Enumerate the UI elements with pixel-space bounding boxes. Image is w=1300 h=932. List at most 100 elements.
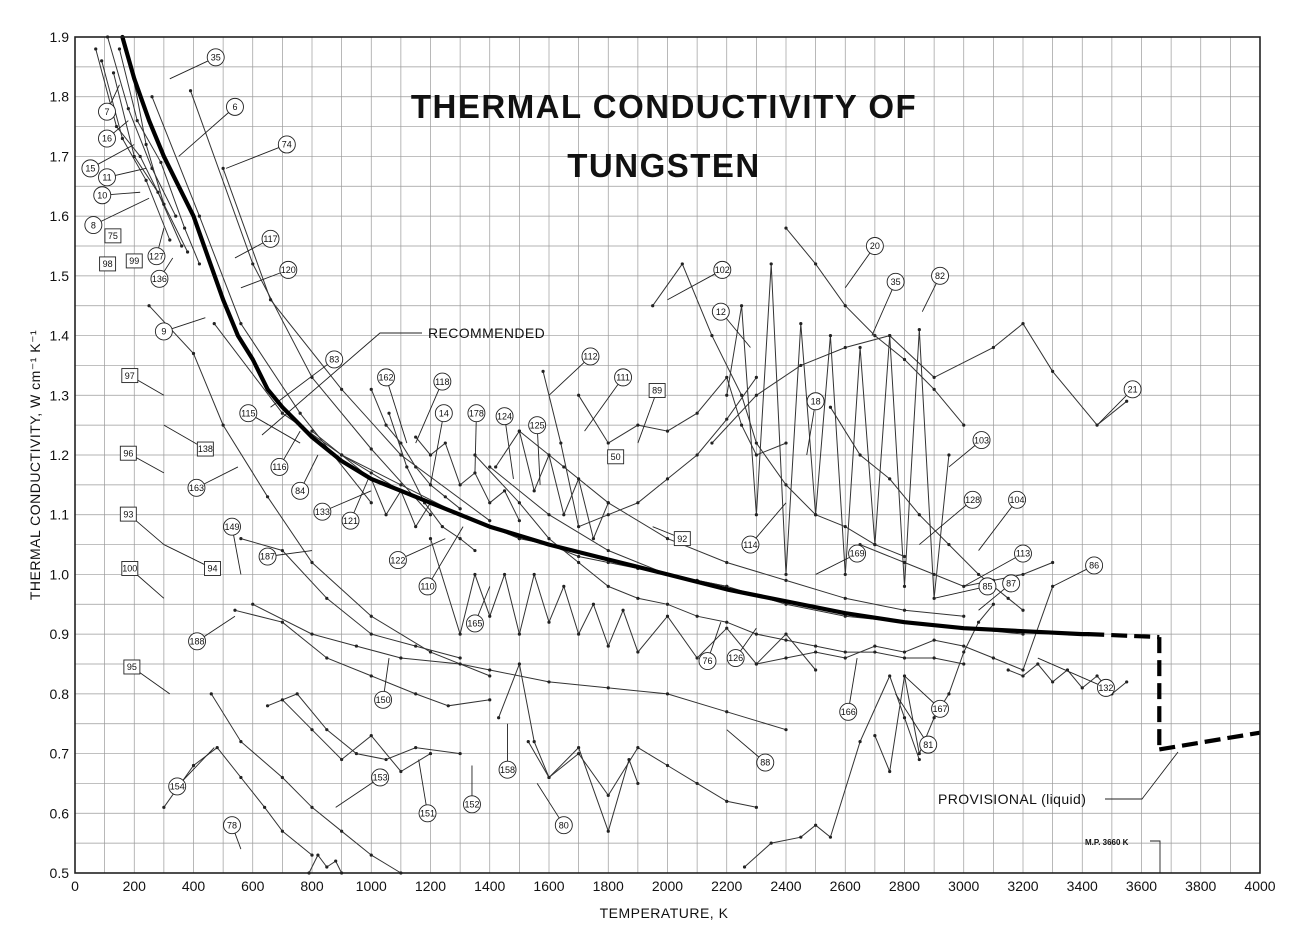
data-point bbox=[428, 751, 433, 756]
data-set-circle bbox=[1085, 556, 1104, 575]
data-point bbox=[369, 632, 373, 636]
label-leader bbox=[963, 557, 1016, 587]
data-set-label: 187 bbox=[260, 552, 275, 562]
data-point bbox=[1095, 674, 1099, 678]
data-point bbox=[873, 333, 877, 338]
data-point bbox=[991, 602, 995, 606]
data-set-circle bbox=[978, 577, 997, 596]
data-set-label: 20 bbox=[870, 241, 880, 251]
label-leader bbox=[815, 556, 850, 575]
data-set-circle bbox=[848, 544, 867, 563]
data-point bbox=[340, 387, 344, 391]
data-set-label: 82 bbox=[935, 271, 945, 281]
data-point bbox=[858, 740, 862, 744]
x-tick-label: 3000 bbox=[948, 878, 979, 894]
data-point bbox=[621, 608, 625, 612]
label-leader bbox=[755, 502, 787, 539]
data-point bbox=[665, 614, 670, 618]
data-set-circle bbox=[239, 404, 258, 423]
data-point bbox=[725, 375, 729, 379]
data-point bbox=[814, 823, 818, 827]
x-tick-label: 0 bbox=[71, 878, 79, 894]
data-point bbox=[962, 662, 966, 666]
data-point bbox=[265, 495, 270, 499]
data-point bbox=[458, 507, 462, 511]
data-point bbox=[843, 572, 847, 577]
data-point bbox=[1051, 584, 1055, 588]
data-set-circle bbox=[187, 478, 206, 497]
label-leader bbox=[431, 526, 464, 580]
y-axis-label: THERMAL CONDUCTIVITY, W cm⁻¹ K⁻¹ bbox=[27, 330, 43, 600]
data-point bbox=[354, 644, 359, 648]
data-point bbox=[414, 644, 418, 648]
data-set-label: 12 bbox=[716, 307, 726, 317]
label-leader bbox=[584, 384, 619, 432]
data-point bbox=[126, 107, 130, 111]
label-leader bbox=[405, 538, 446, 557]
data-point bbox=[932, 375, 936, 379]
data-point bbox=[932, 638, 936, 642]
y-tick-label: 1.2 bbox=[50, 447, 70, 463]
label-leader bbox=[163, 257, 174, 272]
label-leader bbox=[537, 433, 541, 485]
data-point bbox=[502, 572, 507, 577]
label-leader bbox=[203, 615, 236, 637]
data-set-circle bbox=[154, 322, 173, 341]
label-leader bbox=[110, 84, 120, 105]
label-leader bbox=[844, 252, 871, 289]
x-tick-label: 1000 bbox=[356, 878, 387, 894]
data-point bbox=[174, 214, 178, 218]
y-tick-label: 0.9 bbox=[50, 626, 70, 642]
label-leader bbox=[806, 409, 815, 456]
data-point bbox=[814, 668, 818, 672]
data-series-line bbox=[527, 741, 639, 833]
data-point bbox=[384, 423, 388, 427]
data-set-label: 121 bbox=[343, 516, 358, 526]
data-point bbox=[902, 357, 907, 362]
data-point bbox=[636, 781, 640, 786]
data-point bbox=[577, 525, 581, 529]
data-set-label: 50 bbox=[611, 452, 621, 462]
y-tick-label: 0.5 bbox=[50, 865, 70, 881]
data-point bbox=[742, 865, 747, 869]
data-point bbox=[414, 746, 418, 750]
data-set-box bbox=[123, 659, 141, 675]
label-leader bbox=[234, 242, 264, 259]
data-point bbox=[369, 674, 373, 678]
data-point bbox=[725, 417, 729, 421]
data-point bbox=[784, 728, 788, 732]
data-set-label: 98 bbox=[103, 259, 113, 269]
data-set-label: 112 bbox=[583, 352, 597, 362]
data-set-label: 118 bbox=[435, 377, 449, 387]
data-point bbox=[138, 154, 142, 159]
data-point bbox=[120, 136, 124, 141]
data-point bbox=[488, 614, 492, 618]
data-point bbox=[94, 47, 98, 51]
data-point bbox=[502, 489, 507, 493]
data-set-label: 92 bbox=[677, 534, 687, 544]
x-tick-label: 800 bbox=[300, 878, 324, 894]
data-point bbox=[1021, 668, 1025, 672]
label-leader bbox=[283, 430, 301, 460]
data-set-label: 8 bbox=[91, 220, 96, 230]
data-set-circle bbox=[261, 229, 280, 248]
data-point bbox=[784, 572, 788, 577]
provisional-leader bbox=[1105, 751, 1179, 800]
data-point bbox=[399, 656, 403, 660]
data-set-circle bbox=[223, 517, 241, 536]
data-point bbox=[873, 644, 877, 648]
data-point bbox=[239, 537, 243, 541]
x-tick-label: 3200 bbox=[1007, 878, 1038, 894]
data-point bbox=[739, 304, 744, 308]
y-tick-label: 1.9 bbox=[50, 29, 70, 45]
label-leader bbox=[171, 317, 206, 330]
data-point bbox=[458, 537, 462, 541]
data-point bbox=[917, 751, 921, 756]
data-point bbox=[902, 650, 907, 654]
data-set-circle bbox=[972, 431, 991, 450]
data-point bbox=[814, 513, 818, 517]
data-set-circle bbox=[258, 547, 277, 566]
data-point bbox=[888, 477, 892, 481]
data-point bbox=[991, 656, 995, 660]
data-set-label: 16 bbox=[102, 134, 112, 144]
